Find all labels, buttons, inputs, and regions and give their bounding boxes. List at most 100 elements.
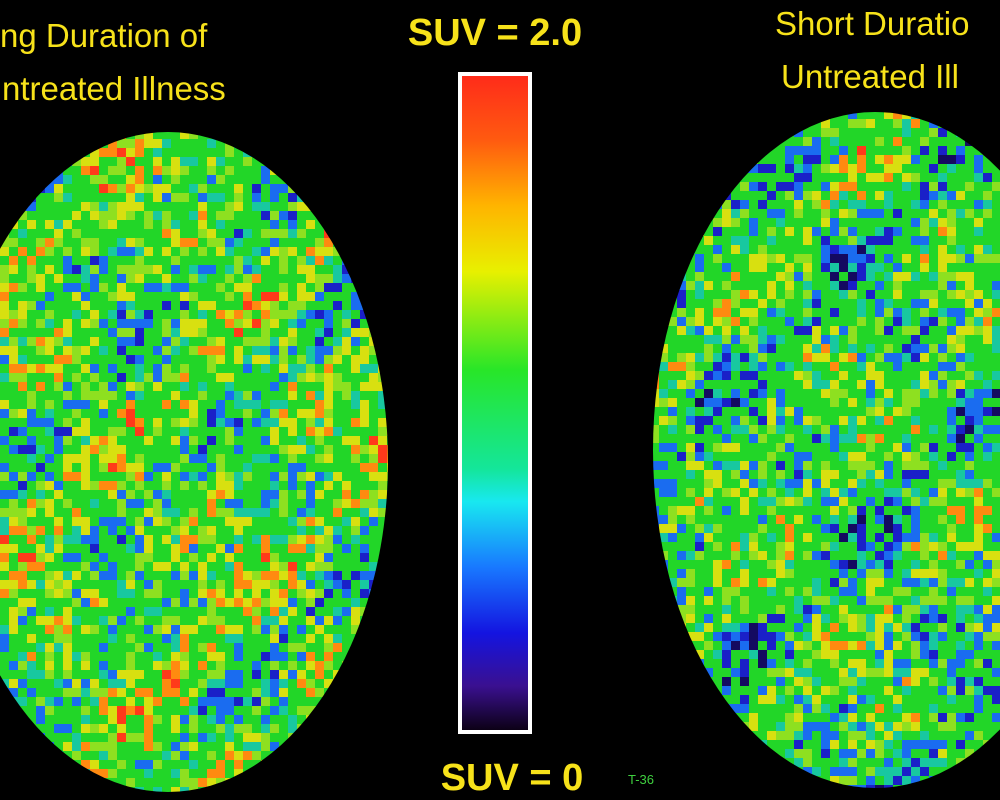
scan-voxel	[902, 371, 911, 380]
scan-voxel	[243, 319, 252, 328]
scan-voxel	[992, 227, 1000, 236]
scan-voxel	[216, 193, 225, 202]
scan-voxel	[27, 535, 36, 544]
scan-voxel	[126, 229, 135, 238]
scan-voxel	[911, 137, 920, 146]
scan-voxel	[63, 580, 72, 589]
scan-voxel	[171, 238, 180, 247]
scan-voxel	[369, 373, 378, 382]
scan-voxel	[288, 661, 297, 670]
scan-voxel	[99, 589, 108, 598]
scan-voxel	[929, 263, 938, 272]
scan-voxel	[135, 220, 144, 229]
scan-voxel	[965, 200, 974, 209]
scan-voxel	[875, 308, 884, 317]
scan-voxel	[830, 353, 839, 362]
scan-voxel	[911, 245, 920, 254]
scan-voxel	[929, 344, 938, 353]
scan-voxel	[45, 472, 54, 481]
scan-voxel	[270, 526, 279, 535]
scan-voxel	[153, 742, 162, 751]
scan-voxel	[893, 146, 902, 155]
scan-voxel	[99, 256, 108, 265]
scan-voxel	[108, 571, 117, 580]
scan-voxel	[911, 263, 920, 272]
scan-voxel	[839, 308, 848, 317]
scan-voxel	[252, 418, 261, 427]
scan-voxel	[171, 337, 180, 346]
scan-voxel	[333, 625, 342, 634]
scan-voxel	[695, 272, 704, 281]
scan-voxel	[848, 218, 857, 227]
scan-voxel	[36, 256, 45, 265]
scan-voxel	[920, 155, 929, 164]
scan-voxel	[180, 400, 189, 409]
scan-voxel	[315, 265, 324, 274]
scan-voxel	[902, 128, 911, 137]
scan-voxel	[857, 182, 866, 191]
scan-voxel	[947, 218, 956, 227]
scan-voxel	[974, 272, 983, 281]
scan-voxel	[81, 229, 90, 238]
scan-voxel	[857, 353, 866, 362]
scan-voxel	[216, 580, 225, 589]
scan-voxel	[162, 553, 171, 562]
scan-voxel	[884, 308, 893, 317]
scan-voxel	[18, 526, 27, 535]
scan-voxel	[225, 751, 234, 760]
scan-voxel	[333, 616, 342, 625]
scan-voxel	[18, 391, 27, 400]
scan-voxel	[162, 715, 171, 724]
scan-voxel	[297, 607, 306, 616]
scan-voxel	[63, 553, 72, 562]
scan-voxel	[252, 454, 261, 463]
scan-voxel	[758, 362, 767, 371]
scan-voxel	[99, 544, 108, 553]
scan-voxel	[839, 371, 848, 380]
scan-voxel	[72, 481, 81, 490]
scan-voxel	[36, 661, 45, 670]
scan-voxel	[171, 490, 180, 499]
scan-voxel	[668, 389, 677, 398]
scan-voxel	[198, 256, 207, 265]
scan-voxel	[288, 490, 297, 499]
scan-voxel	[45, 670, 54, 679]
scan-voxel	[189, 643, 198, 652]
scan-voxel	[713, 281, 722, 290]
scan-voxel	[884, 112, 893, 119]
scan-voxel	[207, 697, 216, 706]
scan-voxel	[821, 335, 830, 344]
scan-voxel	[135, 184, 144, 193]
scan-voxel	[261, 292, 270, 301]
scan-voxel	[207, 499, 216, 508]
scan-voxel	[9, 319, 18, 328]
scan-voxel	[234, 211, 243, 220]
scan-voxel	[722, 290, 731, 299]
scan-voxel	[884, 398, 893, 407]
scan-voxel	[99, 265, 108, 274]
scan-voxel	[36, 355, 45, 364]
scan-voxel	[992, 236, 1000, 245]
scan-voxel	[297, 454, 306, 463]
scan-voxel	[369, 535, 378, 544]
scan-voxel	[126, 463, 135, 472]
scan-voxel	[704, 245, 713, 254]
scan-voxel	[893, 362, 902, 371]
scan-voxel	[144, 616, 153, 625]
scan-voxel	[180, 193, 189, 202]
scan-voxel	[297, 409, 306, 418]
scan-voxel	[216, 265, 225, 274]
scan-voxel	[315, 328, 324, 337]
scan-voxel	[189, 607, 198, 616]
scan-voxel	[297, 544, 306, 553]
scan-voxel	[306, 580, 315, 589]
scan-voxel	[252, 337, 261, 346]
scan-voxel	[27, 220, 36, 229]
scan-voxel	[18, 454, 27, 463]
scan-voxel	[243, 715, 252, 724]
scan-voxel	[983, 398, 992, 407]
scan-voxel	[207, 400, 216, 409]
scan-voxel	[848, 272, 857, 281]
scan-voxel	[225, 481, 234, 490]
scan-voxel	[830, 326, 839, 335]
